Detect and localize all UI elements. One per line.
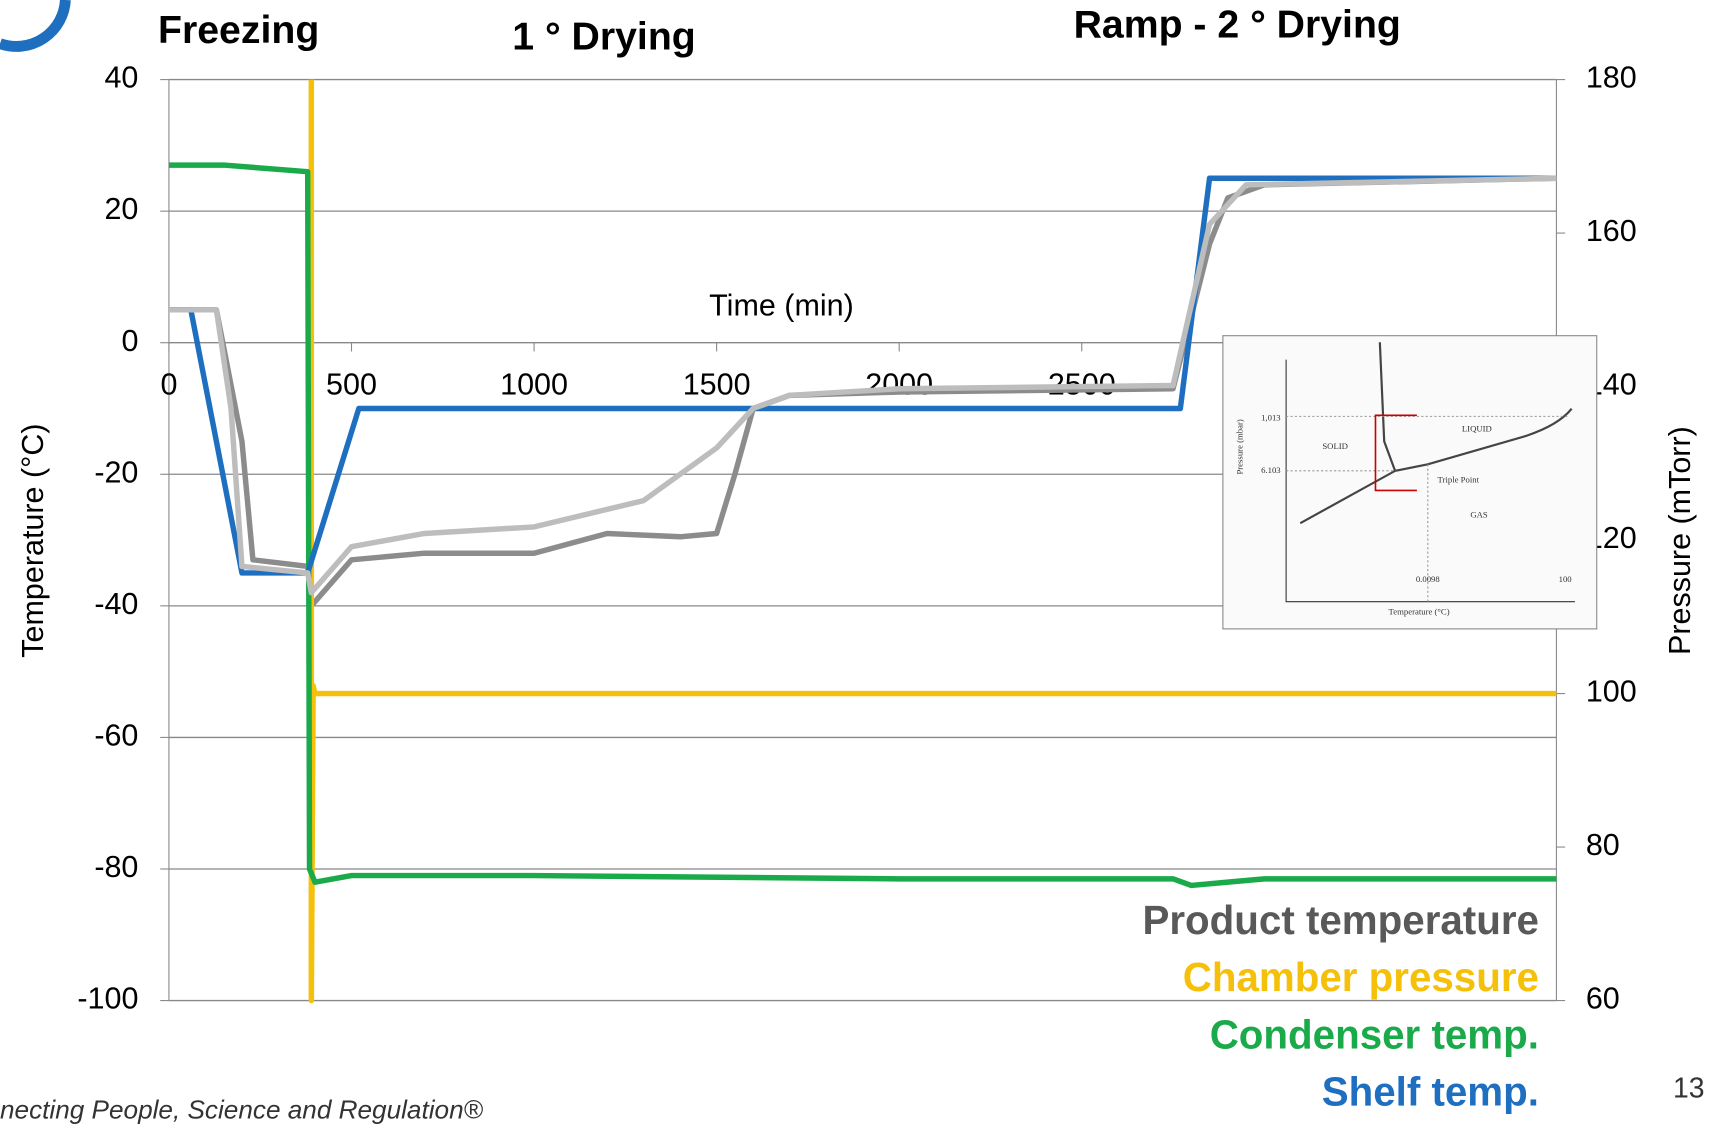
inset-label: 0.0098 [1416,574,1441,584]
y2-tick-label: 60 [1586,982,1620,1016]
inset-label: Temperature (°C) [1389,607,1450,617]
logo [0,0,65,46]
inset-label: SOLID [1322,441,1348,451]
slide: Freezing 1 ° Drying Ramp - 2 ° Drying Ti… [0,0,1709,1127]
y-tick-label: -60 [94,718,138,752]
y-tick-label: -20 [94,455,138,489]
annotation: 1 ° Drying [512,15,696,59]
inset-frame [1223,336,1597,629]
y-tick-label: 20 [104,192,138,226]
legend-entry: Condenser temp. [1210,1011,1539,1057]
x-tick-label: 0 [160,367,177,401]
inset-diagram: Pressure (mbar) 1,013 6.103 SOLID LIQUID… [1223,336,1597,629]
inset-label: Pressure (mbar) [1234,419,1244,474]
inset-label: GAS [1470,510,1488,520]
y2-tick-label: 160 [1586,214,1637,248]
y-tick-label: -80 [94,850,138,884]
y2-tick-label: 180 [1586,61,1637,95]
legend-entry: Product temperature [1142,897,1539,943]
x-tick-label: 1500 [683,367,751,401]
y-axis-label: Temperature (°C) [16,423,50,657]
inset-label: Triple Point [1438,475,1480,485]
x-tick-label: 1000 [500,367,568,401]
y-tick-label: -100 [77,982,138,1016]
annotation: Freezing [158,8,319,52]
legend-entry: Chamber pressure [1183,954,1539,1000]
annotation: Ramp - 2 ° Drying [1074,3,1401,47]
x-tick-label: 500 [326,367,377,401]
y2-tick-label: 80 [1586,828,1620,862]
y2-axis-label: Pressure (mTorr) [1663,426,1697,655]
inset-label: LIQUID [1462,423,1492,433]
y-tick-label: 0 [121,324,138,358]
legend-entry: Shelf temp. [1322,1068,1539,1114]
footer-tagline: necting People, Science and Regulation® [0,1095,484,1125]
inset-label: 100 [1559,574,1573,584]
y-tick-label: 40 [104,61,138,95]
inset-label: 1,013 [1261,413,1281,423]
page-number: 13 [1673,1072,1705,1104]
y-tick-label: -40 [94,587,138,621]
inset-label: 6.103 [1261,465,1281,475]
y2-tick-label: 100 [1586,675,1637,709]
x-axis-label: Time (min) [709,288,854,322]
x-tick-label: 2000 [865,367,933,401]
